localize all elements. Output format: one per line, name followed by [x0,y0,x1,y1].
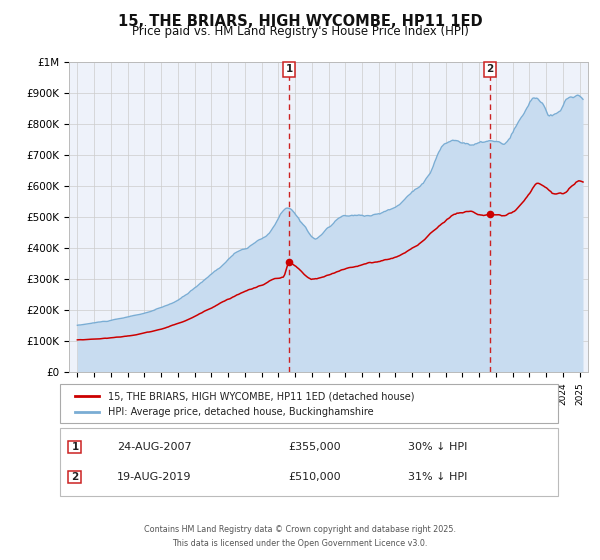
Text: 30% ↓ HPI: 30% ↓ HPI [408,442,467,452]
Text: £510,000: £510,000 [288,472,341,482]
Text: 1: 1 [286,64,293,74]
Text: 24-AUG-2007: 24-AUG-2007 [117,442,191,452]
Text: 31% ↓ HPI: 31% ↓ HPI [408,472,467,482]
Text: Price paid vs. HM Land Registry's House Price Index (HPI): Price paid vs. HM Land Registry's House … [131,25,469,38]
Text: 2: 2 [487,64,494,74]
Text: HPI: Average price, detached house, Buckinghamshire: HPI: Average price, detached house, Buck… [108,407,374,417]
Text: 1: 1 [71,442,79,452]
Text: 2: 2 [71,472,79,482]
Text: This data is licensed under the Open Government Licence v3.0.: This data is licensed under the Open Gov… [172,539,428,548]
Text: Contains HM Land Registry data © Crown copyright and database right 2025.: Contains HM Land Registry data © Crown c… [144,525,456,534]
Text: 15, THE BRIARS, HIGH WYCOMBE, HP11 1ED (detached house): 15, THE BRIARS, HIGH WYCOMBE, HP11 1ED (… [108,391,415,401]
Text: £355,000: £355,000 [288,442,341,452]
Text: 15, THE BRIARS, HIGH WYCOMBE, HP11 1ED: 15, THE BRIARS, HIGH WYCOMBE, HP11 1ED [118,14,482,29]
Text: 19-AUG-2019: 19-AUG-2019 [117,472,191,482]
